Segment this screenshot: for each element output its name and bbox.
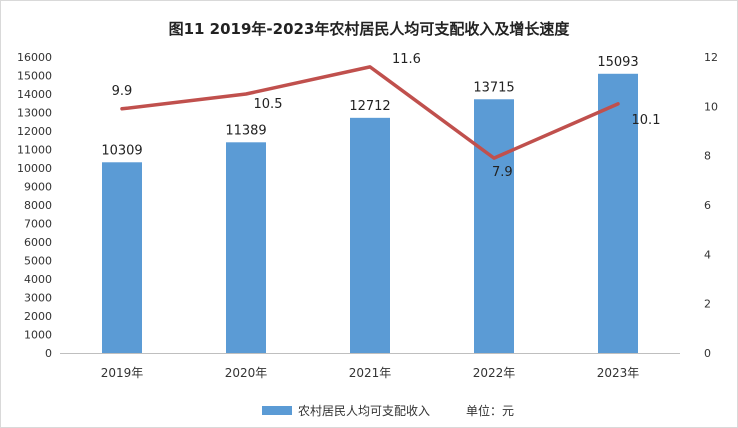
bar-data-label: 13715 [473, 80, 514, 95]
left-tick-label: 1000 [24, 329, 52, 342]
left-tick-label: 12000 [17, 125, 52, 138]
right-tick-label: 0 [704, 347, 711, 360]
bar [350, 117, 390, 353]
left-tick-label: 2000 [24, 310, 52, 323]
right-tick-label: 2 [704, 298, 711, 311]
bar-data-label: 15093 [597, 55, 638, 70]
line-series: 9.9 10.5 11.6 7.9 10.1 [112, 52, 661, 180]
left-tick-label: 7000 [24, 218, 52, 231]
left-tick-label: 5000 [24, 255, 52, 268]
left-tick-label: 4000 [24, 273, 52, 286]
line-data-label: 7.9 [492, 165, 513, 180]
left-tick-label: 10000 [17, 162, 52, 175]
bar [474, 99, 514, 354]
line-data-label: 11.6 [392, 52, 421, 67]
bar-series: 10309 11389 12712 13715 15093 [101, 55, 639, 354]
right-axis: 0 2 4 6 8 10 12 [704, 51, 718, 360]
legend: 农村居民人均可支配收入 单位：元 [262, 403, 514, 418]
bar-data-label: 10309 [101, 143, 142, 158]
left-tick-label: 14000 [17, 88, 52, 101]
legend-label: 农村居民人均可支配收入 [298, 404, 430, 418]
chart-title: 图11 2019年-2023年农村居民人均可支配收入及增长速度 [168, 20, 570, 38]
line-data-label: 10.5 [254, 97, 283, 112]
left-tick-label: 6000 [24, 236, 52, 249]
line-data-label: 9.9 [112, 84, 133, 99]
right-tick-label: 4 [704, 248, 711, 261]
left-axis: 0 1000 2000 3000 4000 5000 6000 7000 8000 9000 100… [17, 51, 52, 360]
bar-data-label: 11389 [225, 123, 266, 138]
left-tick-label: 0 [45, 347, 52, 360]
left-tick-label: 3000 [24, 292, 52, 305]
left-tick-label: 11000 [17, 144, 52, 157]
left-tick-label: 9000 [24, 181, 52, 194]
x-tick-label: 2020年 [225, 366, 268, 380]
x-tick-label: 2022年 [473, 366, 516, 380]
right-tick-label: 8 [704, 150, 711, 163]
legend-swatch [262, 406, 292, 415]
left-tick-label: 8000 [24, 199, 52, 212]
left-tick-label: 16000 [17, 51, 52, 64]
x-tick-label: 2019年 [101, 366, 144, 380]
growth-line [120, 65, 620, 160]
bar [102, 162, 142, 353]
right-tick-label: 12 [704, 51, 718, 64]
unit-note: 单位：元 [466, 403, 514, 418]
right-tick-label: 6 [704, 199, 711, 212]
left-tick-label: 13000 [17, 107, 52, 120]
right-tick-label: 10 [704, 100, 718, 113]
bar [598, 73, 638, 353]
left-tick-label: 15000 [17, 70, 52, 83]
x-axis: 2019年 2020年 2021年 2022年 2023年 [60, 353, 680, 380]
x-tick-label: 2021年 [349, 366, 392, 380]
x-tick-label: 2023年 [597, 366, 640, 380]
line-data-label: 10.1 [632, 113, 661, 128]
bar [226, 142, 266, 353]
bar-data-label: 12712 [349, 99, 390, 114]
